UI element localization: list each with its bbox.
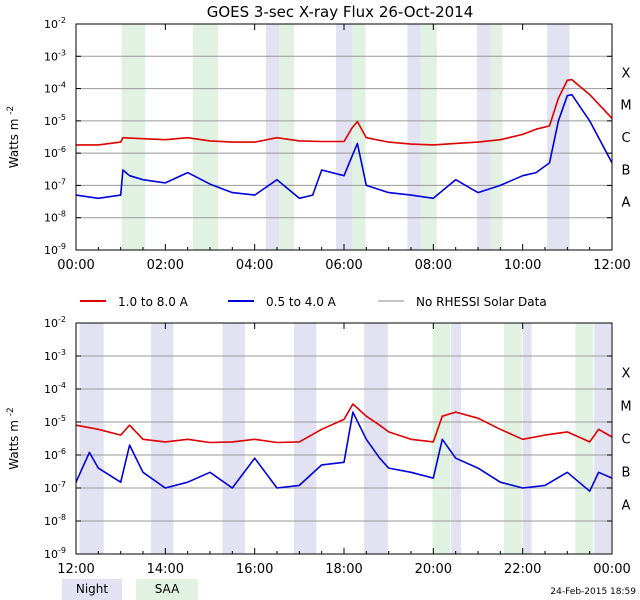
x-tick-label: 16:00 bbox=[236, 562, 273, 577]
night-band bbox=[79, 323, 104, 554]
night-band bbox=[335, 24, 353, 250]
saa-band bbox=[432, 323, 451, 554]
flare-class-label: M bbox=[620, 99, 631, 114]
y-tick-label: 10-2 bbox=[44, 315, 66, 330]
y-tick-label: 10-8 bbox=[44, 210, 66, 225]
x-tick-label: 10:00 bbox=[504, 258, 541, 273]
top-panel-gridlines bbox=[76, 55, 612, 219]
y-tick-label: 10-4 bbox=[44, 381, 66, 396]
saa-band bbox=[420, 24, 437, 250]
saa-band bbox=[490, 24, 503, 250]
night-band bbox=[151, 323, 174, 554]
night-swatch bbox=[62, 579, 122, 600]
night-band bbox=[265, 24, 280, 250]
y-tick-label: 10-9 bbox=[44, 242, 66, 257]
flare-class-label: A bbox=[622, 499, 631, 514]
night-band bbox=[451, 323, 462, 554]
bottom-panel-shading bbox=[79, 323, 612, 554]
flare-class-label: C bbox=[621, 131, 630, 146]
flare-class-label: A bbox=[622, 196, 631, 211]
y-tick-label: 10-7 bbox=[44, 480, 66, 495]
saa-band bbox=[121, 24, 146, 250]
night-band bbox=[547, 24, 570, 250]
x-tick-label: 00:00 bbox=[57, 258, 94, 273]
y-tick-label: 10-3 bbox=[44, 348, 66, 363]
legend: 1.0 to 8.0 A 0.5 to 4.0 A No RHESSI Sola… bbox=[80, 295, 547, 309]
series-line bbox=[76, 78, 613, 146]
bottom-panel-axes: 10-9 10-8 10-7 10-6 10-5 10-4 10-3 10-2 A B C M X 12:… bbox=[6, 315, 632, 577]
y-tick-label: 10-8 bbox=[44, 513, 66, 528]
y-axis-label: Watts m -2 bbox=[6, 407, 21, 469]
flare-class-label: B bbox=[622, 466, 631, 481]
night-band bbox=[222, 323, 245, 554]
legend-label-rhessi: No RHESSI Solar Data bbox=[416, 295, 547, 309]
flare-class-label: M bbox=[620, 400, 631, 415]
legend-label-short: 0.5 to 4.0 A bbox=[266, 295, 337, 309]
series-line bbox=[75, 93, 613, 200]
y-tick-label: 10-2 bbox=[44, 16, 66, 31]
saa-swatch bbox=[136, 579, 198, 600]
x-tick-label: 08:00 bbox=[415, 258, 452, 273]
top-panel: 10-9 10-8 10-7 10-6 10-5 10-4 10-3 10-2 A B C M X 00:… bbox=[6, 16, 632, 273]
y-tick-label: 10-6 bbox=[44, 145, 66, 160]
saa-band bbox=[503, 323, 522, 554]
x-tick-label: 00:00 bbox=[593, 562, 630, 577]
y-tick-label: 10-5 bbox=[44, 414, 66, 429]
saa-label: SAA bbox=[155, 582, 180, 596]
night-band bbox=[364, 323, 388, 554]
x-tick-label: 12:00 bbox=[593, 258, 630, 273]
saa-band bbox=[352, 24, 366, 250]
top-panel-shading bbox=[121, 24, 570, 250]
flare-class-label: C bbox=[621, 433, 630, 448]
night-band bbox=[477, 24, 491, 250]
saa-band bbox=[279, 24, 294, 250]
flare-class-label: X bbox=[622, 367, 631, 382]
x-tick-label: 22:00 bbox=[504, 562, 541, 577]
flare-class-label: B bbox=[622, 163, 631, 178]
top-panel-series bbox=[75, 78, 613, 200]
x-tick-label: 18:00 bbox=[325, 562, 362, 577]
night-band bbox=[407, 24, 421, 250]
chart-title: GOES 3-sec X-ray Flux 26-Oct-2014 bbox=[207, 3, 474, 21]
saa-band bbox=[193, 24, 219, 250]
y-tick-label: 10-7 bbox=[44, 177, 66, 192]
bottom-panel: 10-9 10-8 10-7 10-6 10-5 10-4 10-3 10-2 A B C M X 12:… bbox=[6, 315, 632, 577]
y-tick-label: 10-6 bbox=[44, 447, 66, 462]
y-axis-label: Watts m -2 bbox=[6, 106, 21, 168]
y-tick-label: 10-9 bbox=[44, 546, 66, 561]
x-tick-label: 14:00 bbox=[147, 562, 184, 577]
x-tick-label: 06:00 bbox=[325, 258, 362, 273]
series-line bbox=[75, 403, 613, 444]
flare-class-label: X bbox=[622, 66, 631, 81]
x-tick-label: 12:00 bbox=[57, 562, 94, 577]
x-tick-label: 02:00 bbox=[147, 258, 184, 273]
y-tick-label: 10-3 bbox=[44, 48, 66, 63]
series-line bbox=[75, 411, 613, 493]
night-label: Night bbox=[76, 582, 109, 596]
legend-label-long: 1.0 to 8.0 A bbox=[118, 295, 189, 309]
night-band bbox=[594, 323, 612, 554]
saa-band bbox=[575, 323, 594, 554]
y-tick-label: 10-5 bbox=[44, 113, 66, 128]
shading-legend: Night SAA bbox=[62, 579, 198, 600]
timestamp: 24-Feb-2015 18:59 bbox=[550, 587, 636, 597]
y-tick-label: 10-4 bbox=[44, 81, 66, 96]
x-tick-label: 04:00 bbox=[236, 258, 273, 273]
bottom-panel-series bbox=[75, 403, 613, 493]
x-tick-label: 20:00 bbox=[415, 562, 452, 577]
